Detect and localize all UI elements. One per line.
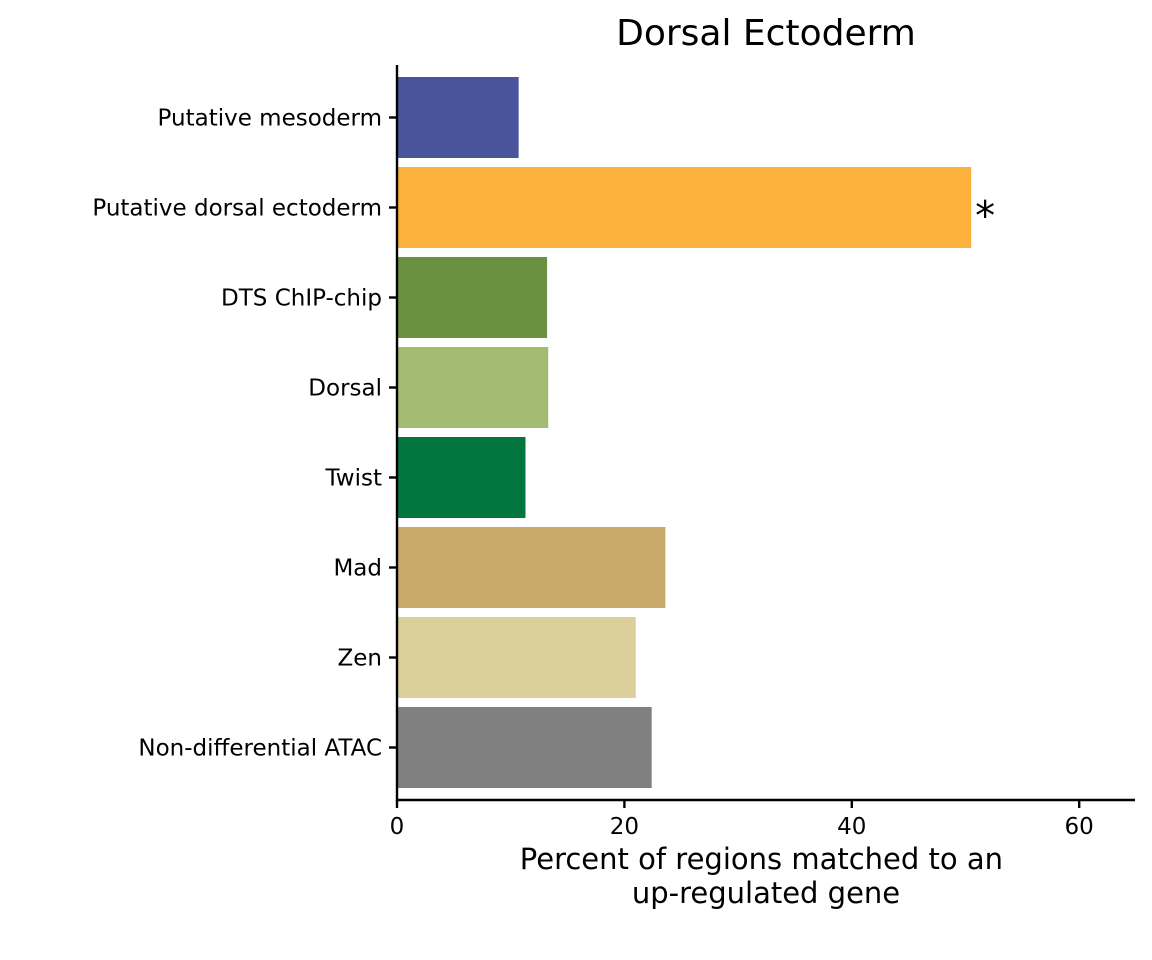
x-tick-label-0: 0 xyxy=(390,814,405,840)
significance-asterisk-putative-dorsal-ectoderm: * xyxy=(975,194,995,240)
annotations-group: * xyxy=(975,194,995,240)
bar-putative-mesoderm xyxy=(397,77,519,158)
bar-mad xyxy=(397,527,666,608)
x-tick-label-60: 60 xyxy=(1065,814,1094,840)
y-tick-label-mad: Mad xyxy=(333,556,382,582)
y-tick-label-twist: Twist xyxy=(325,466,382,492)
x-axis-label: Percent of regions matched to an up-regu… xyxy=(520,842,1012,910)
y-tick-label-non-differential-atac: Non-differential ATAC xyxy=(138,736,382,762)
x-tick-label-20: 20 xyxy=(610,814,639,840)
y-tick-label-dorsal: Dorsal xyxy=(308,376,382,402)
bar-dorsal xyxy=(397,347,549,428)
y-tick-label-putative-mesoderm: Putative mesoderm xyxy=(158,106,382,132)
chart-title: Dorsal Ectoderm xyxy=(616,13,916,54)
y-ticks-group: Putative mesoderm Putative dorsal ectoder… xyxy=(92,106,397,762)
y-tick-label-zen: Zen xyxy=(338,646,382,672)
bar-dts-chip-chip xyxy=(397,257,548,338)
x-axis-label-line-2: up-regulated gene xyxy=(632,876,900,910)
y-tick-label-putative-dorsal-ectoderm: Putative dorsal ectoderm xyxy=(92,196,382,222)
bar-putative-dorsal-ectoderm xyxy=(397,167,972,248)
y-tick-label-dts-chip-chip: DTS ChIP-chip xyxy=(221,286,382,312)
bar-zen xyxy=(397,617,636,698)
x-ticks-group: 0 20 40 60 xyxy=(390,800,1094,840)
x-tick-label-40: 40 xyxy=(837,814,866,840)
bars-group xyxy=(397,77,972,788)
bar-non-differential-atac xyxy=(397,707,652,788)
bar-twist xyxy=(397,437,526,518)
x-axis-label-line-1: Percent of regions matched to an xyxy=(520,842,1003,876)
